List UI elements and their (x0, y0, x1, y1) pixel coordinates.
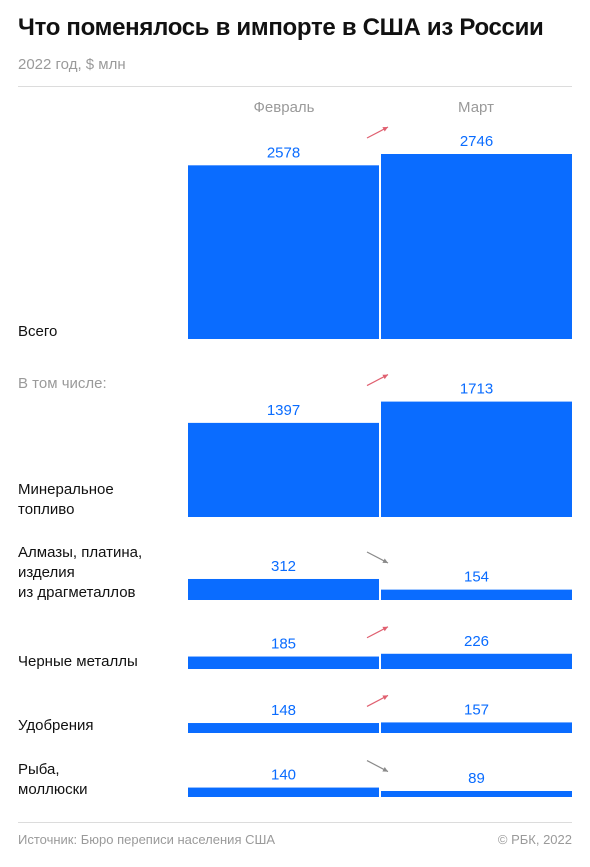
bar-mar (381, 722, 572, 733)
bar-feb (188, 165, 379, 339)
value-label-mar: 2746 (460, 133, 493, 150)
value-label-feb: 148 (271, 702, 296, 719)
top-divider (18, 86, 572, 87)
category-label-line: Минеральное (18, 481, 114, 498)
change-arrow-head (382, 626, 388, 632)
category-label-line: Рыба, (18, 761, 60, 778)
change-arrow-head (382, 374, 388, 380)
bars-group: 2578 2746 Всего 1397 1713 Минеральное топливо 3… (18, 126, 572, 798)
chart-title: Что поменялось в импорте в США из России (18, 14, 544, 41)
category-label: Рыба, моллюски (18, 761, 88, 798)
category-label-line: топливо (18, 501, 74, 518)
category-label-line: моллюски (18, 781, 88, 798)
value-label-mar: 226 (464, 633, 489, 650)
category-label-line: изделия (18, 564, 75, 581)
chart-subtitle: 2022 год, $ млн (18, 56, 126, 73)
bar-feb (188, 422, 379, 517)
copyright: © РБК, 2022 (497, 832, 572, 847)
change-arrow-head (382, 127, 388, 132)
category-label-line: из драгметаллов (18, 584, 136, 601)
section-label: В том числе: (18, 375, 107, 392)
category-label-line: Черные металлы (18, 653, 138, 670)
category-label: Удобрения (18, 717, 94, 734)
bottom-divider (18, 822, 572, 823)
value-label-feb: 140 (271, 767, 296, 784)
category-label-line: Всего (18, 323, 57, 340)
category-label: Всего (18, 323, 57, 340)
bar-feb (188, 787, 379, 797)
category-label-line: Алмазы, платина, (18, 544, 142, 561)
column-header-mar: Март (458, 99, 494, 116)
bar-feb (188, 578, 379, 600)
value-label-mar: 89 (468, 770, 485, 787)
change-arrow-head (382, 695, 388, 700)
bar-mar (381, 791, 572, 797)
bar-mar (381, 589, 572, 600)
value-label-mar: 157 (464, 701, 489, 718)
value-label-mar: 1713 (460, 381, 493, 398)
value-label-feb: 1397 (267, 402, 300, 419)
category-label: Алмазы, платина, изделия из драгметаллов (18, 544, 142, 601)
change-arrow-head (382, 767, 388, 772)
category-label-line: Удобрения (18, 717, 94, 734)
category-label: Черные металлы (18, 653, 138, 670)
bar-mar (381, 154, 572, 339)
value-label-feb: 312 (271, 558, 296, 575)
category-label: Минеральное топливо (18, 481, 114, 518)
column-header-feb: Февраль (254, 99, 315, 116)
bar-feb (188, 656, 379, 669)
source-note: Источник: Бюро переписи населения США (18, 832, 276, 847)
value-label-feb: 185 (271, 636, 296, 653)
change-arrow-head (382, 558, 388, 563)
bar-mar (381, 653, 572, 669)
value-label-feb: 2578 (267, 144, 300, 161)
bar-mar (381, 401, 572, 517)
value-label-mar: 154 (464, 569, 489, 586)
bar-feb (188, 723, 379, 733)
